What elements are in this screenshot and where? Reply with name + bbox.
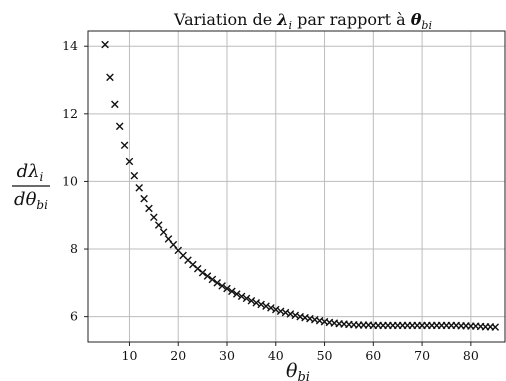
x-tick-label: 70 bbox=[414, 348, 430, 363]
x-tick-label: 50 bbox=[317, 348, 333, 363]
data-point bbox=[223, 284, 231, 293]
data-point bbox=[228, 287, 236, 296]
chart-title: Variation de λi par rapport à θbi bbox=[173, 10, 432, 32]
data-point bbox=[271, 305, 280, 314]
y-num-sub: i bbox=[40, 170, 44, 184]
data-point bbox=[491, 323, 500, 331]
title-middle: par rapport à bbox=[292, 10, 411, 29]
x-label-symbol: θ bbox=[286, 360, 298, 381]
data-point bbox=[111, 100, 119, 109]
y-tick-label: 8 bbox=[70, 241, 78, 256]
data-point bbox=[101, 40, 109, 49]
x-tick-label: 20 bbox=[170, 348, 186, 363]
y-den-sub: bi bbox=[36, 198, 48, 212]
data-point bbox=[140, 194, 148, 203]
y-tick-label: 10 bbox=[62, 173, 78, 188]
x-tick-label: 80 bbox=[463, 348, 479, 363]
data-point bbox=[252, 298, 261, 307]
y-label-denominator: dθbi bbox=[14, 189, 48, 212]
data-point bbox=[130, 171, 139, 180]
data-point bbox=[281, 308, 290, 317]
data-point bbox=[198, 268, 207, 277]
x-tick-label: 10 bbox=[122, 348, 138, 363]
x-axis-label: θbi bbox=[286, 360, 310, 381]
x-tick-label: 60 bbox=[365, 348, 381, 363]
data-point bbox=[291, 311, 300, 320]
data-point bbox=[257, 300, 265, 309]
title-theta-sub: bi bbox=[421, 19, 432, 32]
data-point bbox=[262, 302, 270, 310]
y-tick-label: 12 bbox=[62, 106, 78, 121]
y-axis-label: dλi dθbi bbox=[12, 161, 50, 212]
y-num-main: dλ bbox=[17, 161, 40, 182]
data-point bbox=[135, 184, 144, 192]
x-label-sub: bi bbox=[297, 370, 309, 381]
axis-ticks bbox=[84, 45, 472, 346]
data-point bbox=[203, 272, 212, 280]
y-label-numerator: dλi bbox=[17, 161, 44, 184]
x-tick-labels: 10 20 30 40 50 60 70 80 bbox=[122, 348, 479, 363]
title-lambda-sub: i bbox=[289, 19, 293, 32]
data-point bbox=[267, 304, 275, 312]
data-points bbox=[101, 40, 500, 331]
y-tick-label: 14 bbox=[62, 38, 78, 53]
grid bbox=[88, 31, 505, 342]
data-point bbox=[218, 282, 226, 290]
title-prefix: Variation de bbox=[173, 10, 277, 29]
data-point bbox=[159, 228, 168, 236]
data-point bbox=[208, 275, 217, 284]
title-theta: θ bbox=[411, 10, 422, 29]
data-point bbox=[237, 292, 246, 301]
y-tick-labels: 6 8 10 12 14 bbox=[62, 38, 78, 323]
data-point bbox=[154, 221, 163, 229]
data-point bbox=[213, 279, 222, 287]
data-point bbox=[242, 294, 251, 303]
data-point bbox=[106, 73, 114, 82]
data-point bbox=[247, 296, 256, 305]
x-tick-label: 30 bbox=[219, 348, 235, 363]
data-point bbox=[115, 122, 124, 131]
data-point bbox=[125, 157, 134, 166]
y-tick-label: 6 bbox=[70, 309, 78, 324]
data-point bbox=[120, 141, 129, 150]
data-point bbox=[232, 290, 241, 298]
plot-frame bbox=[87, 30, 506, 343]
x-tick-label: 40 bbox=[268, 348, 284, 363]
data-point bbox=[150, 213, 158, 222]
data-point bbox=[145, 204, 153, 213]
y-den-main: dθ bbox=[14, 189, 37, 210]
title-lambda: λ bbox=[276, 10, 288, 29]
